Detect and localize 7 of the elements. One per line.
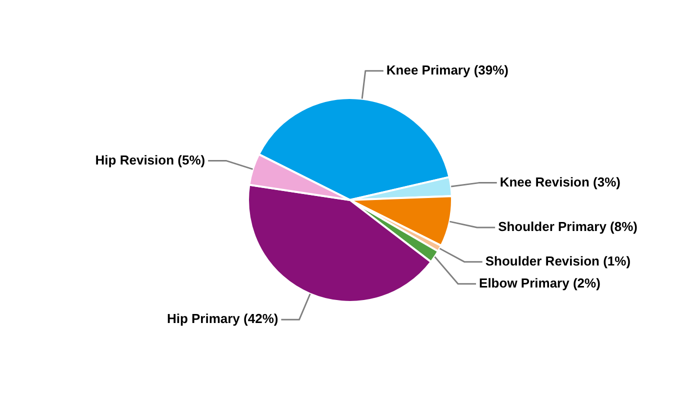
slice-label: Elbow Primary (2%) <box>479 275 600 290</box>
slice-label: Knee Primary (39%) <box>386 62 509 78</box>
slice-label: Hip Primary (42%) <box>166 311 278 326</box>
slice-label: Hip Revision (5%) <box>95 152 206 168</box>
slice-label: Shoulder Primary (8%) <box>498 219 638 234</box>
slice-label: Knee Revision (3%) <box>500 174 621 190</box>
slice-label: Shoulder Revision (1%) <box>485 253 631 268</box>
